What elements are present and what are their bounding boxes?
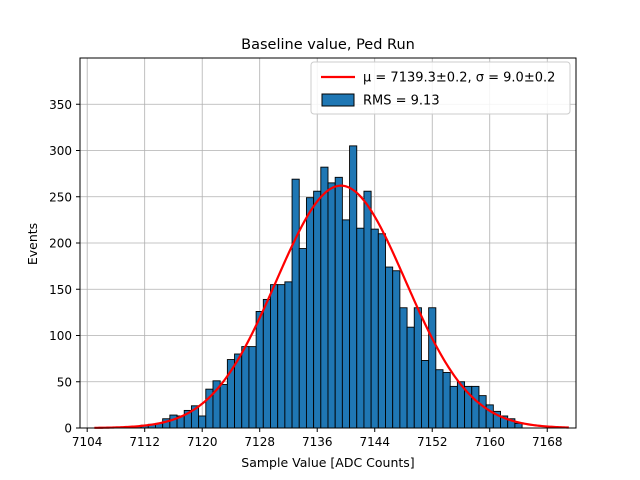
histogram-bar (305, 197, 315, 429)
histogram-bar (377, 233, 386, 429)
legend-histogram-label: RMS = 9.13 (363, 94, 440, 109)
y-tick-label: 100 (49, 329, 72, 343)
y-tick-label: 350 (49, 98, 72, 112)
histogram-bar (320, 166, 329, 429)
histogram-bar (478, 395, 487, 429)
histogram-bar (413, 307, 422, 429)
chart-title: Baseline value, Ped Run (241, 37, 415, 53)
histogram-bar (392, 270, 401, 429)
x-tick-label: 7128 (244, 435, 275, 449)
histogram-bar (442, 372, 451, 429)
gaussian-fit-curve (94, 184, 569, 429)
histogram-bar (255, 311, 264, 429)
legend: μ = 7139.3±0.2, σ = 9.0±0.2 RMS = 9.13 (310, 61, 571, 115)
histogram-bar (291, 178, 300, 429)
legend-box (310, 61, 571, 115)
histogram-bar (449, 385, 458, 429)
x-tick-label: 7144 (359, 435, 390, 449)
histogram-bar (435, 369, 444, 429)
histogram-bar (471, 385, 480, 429)
histogram-bar (298, 248, 307, 429)
x-tick-label: 7168 (532, 435, 563, 449)
histogram-bar (399, 307, 408, 429)
histogram-bar (341, 219, 351, 429)
y-tick-label: 150 (49, 283, 72, 297)
histogram-bar (420, 360, 430, 429)
x-tick-label: 7152 (417, 435, 448, 449)
y-tick-label: 50 (57, 375, 72, 389)
histogram-bar (219, 384, 228, 429)
x-tick-label: 7104 (72, 435, 103, 449)
histogram-bar (198, 415, 207, 429)
histogram-bar (262, 298, 271, 429)
histogram-bar (270, 284, 279, 429)
histogram-bar (363, 190, 372, 429)
histogram-bar (284, 281, 293, 429)
histogram-bar (277, 284, 286, 429)
histogram-bar (356, 227, 365, 429)
histogram-bar (169, 414, 178, 429)
y-axis-label: Events (25, 223, 40, 265)
histogram-bar (248, 346, 257, 429)
y-tick-label: 200 (49, 237, 72, 251)
y-tick-label: 300 (49, 144, 72, 158)
histogram-bar (428, 307, 437, 429)
histogram-bar (370, 228, 379, 429)
histogram-bar (406, 326, 415, 429)
plot-area: 7104 7112 7120 7128 7136 7144 7152 7160 7168 0 50 1… (49, 57, 577, 449)
x-tick-label: 7160 (474, 435, 505, 449)
histogram-bar (241, 346, 250, 429)
legend-histogram-swatch (321, 93, 355, 107)
x-axis-label: Sample Value [ADC Counts] (241, 455, 414, 470)
y-tick-label: 250 (49, 190, 72, 204)
legend-fit-label: μ = 7139.3±0.2, σ = 9.0±0.2 (363, 71, 555, 86)
y-tick-label: 0 (64, 422, 72, 436)
histogram-bar (313, 190, 322, 429)
x-tick-label: 7136 (302, 435, 333, 449)
histogram-bar (327, 182, 336, 429)
histogram-bar (334, 176, 343, 429)
histogram-bar (385, 266, 394, 429)
x-tick-label: 7112 (129, 435, 160, 449)
x-tick-label: 7120 (187, 435, 218, 449)
